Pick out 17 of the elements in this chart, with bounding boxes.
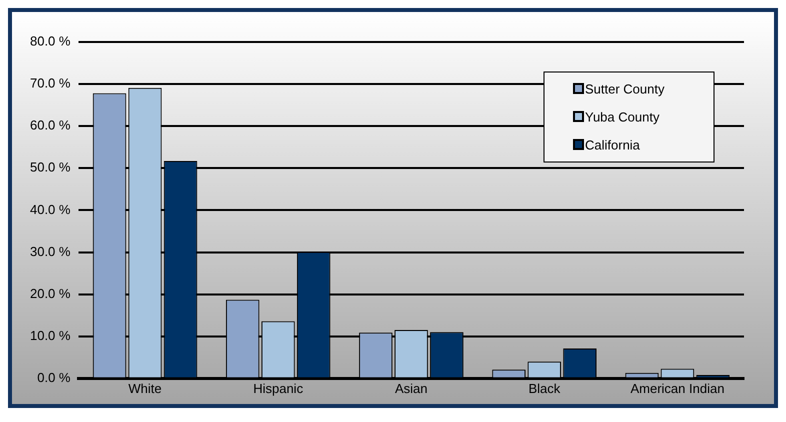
y-tick-label: 0.0 % xyxy=(37,370,71,385)
x-tick-label: American Indian xyxy=(630,380,724,396)
y-tick-label: 60.0 % xyxy=(30,118,71,133)
y-tick-label: 40.0 % xyxy=(30,202,71,217)
y-tick-label: 20.0 % xyxy=(30,286,71,301)
legend-label: Sutter County xyxy=(585,82,665,97)
y-tick-label: 10.0 % xyxy=(30,328,71,343)
x-tick-label: Hispanic xyxy=(253,380,304,396)
y-tick-label: 30.0 % xyxy=(30,244,71,259)
x-tick-label: White xyxy=(128,380,162,396)
legend-label: Yuba County xyxy=(585,110,660,125)
y-tick-label: 80.0 % xyxy=(30,34,71,49)
x-tick-label: Asian xyxy=(394,380,428,396)
y-tick-label: 50.0 % xyxy=(30,160,71,175)
y-tick-label: 70.0 % xyxy=(30,76,71,91)
legend-label: California xyxy=(585,138,641,153)
x-tick-label: Black xyxy=(528,380,561,396)
